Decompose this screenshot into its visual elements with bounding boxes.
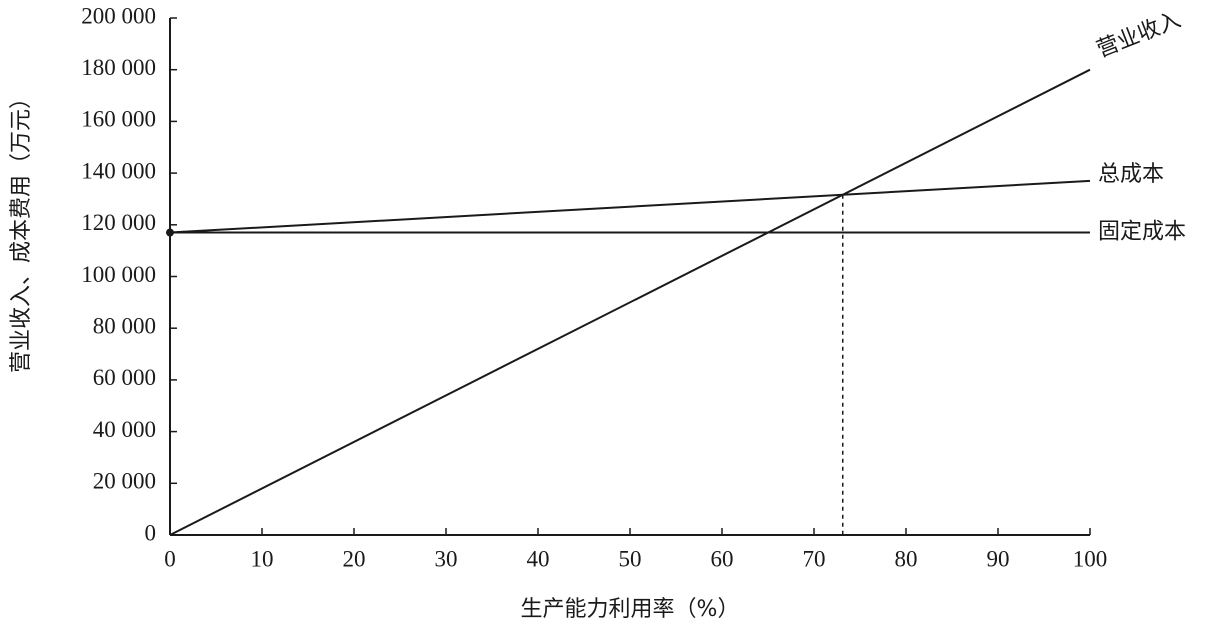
series-line (169, 68, 1091, 536)
x-tick-label: 30 (435, 546, 458, 571)
x-tick-label: 90 (987, 546, 1010, 571)
series-label: 营业收入 (1093, 7, 1184, 62)
x-axis-label: 生产能力利用率（%） (521, 597, 740, 622)
y-tick-label: 80 000 (93, 313, 156, 338)
y-tick-label: 40 000 (93, 417, 156, 442)
y-tick-label: 180 000 (81, 55, 156, 80)
x-tick-label: 60 (711, 546, 734, 571)
y-tick-label: 0 (145, 520, 157, 545)
x-tick-label: 20 (343, 546, 366, 571)
series-label: 总成本 (1098, 162, 1164, 187)
y-tick-label: 140 000 (81, 158, 156, 183)
x-tick-label: 0 (164, 546, 176, 571)
series-line (169, 179, 1091, 234)
y-axis-label: 营业收入、成本费用（万元） (9, 87, 34, 373)
y-tick-label: 200 000 (81, 3, 156, 28)
series-label: 固定成本 (1098, 220, 1186, 245)
y-tick-label: 100 000 (81, 262, 156, 287)
x-tick-label: 40 (527, 546, 550, 571)
start-point (166, 228, 174, 237)
x-tick-label: 10 (251, 546, 274, 571)
y-tick-label: 60 000 (93, 365, 156, 390)
x-tick-label: 100 (1073, 546, 1108, 571)
x-tick-label: 70 (803, 546, 826, 571)
y-tick-label: 120 000 (81, 210, 156, 235)
y-tick-label: 160 000 (81, 107, 156, 132)
x-tick-label: 80 (895, 546, 918, 571)
x-tick-label: 50 (619, 546, 642, 571)
y-tick-label: 20 000 (93, 469, 156, 494)
